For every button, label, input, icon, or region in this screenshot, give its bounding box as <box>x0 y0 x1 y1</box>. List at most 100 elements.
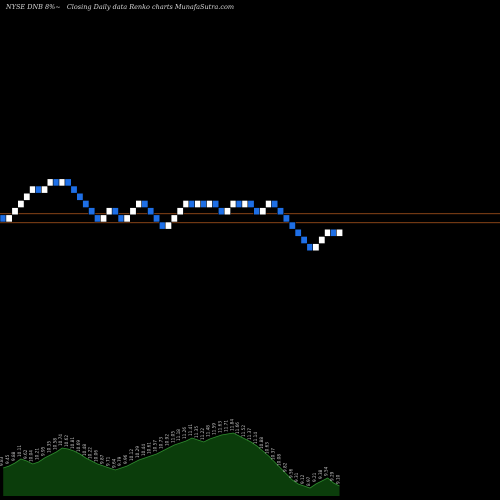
volume-label-57: 9.10 <box>336 474 341 484</box>
renko-brick-45 <box>265 200 273 208</box>
volume-label-9: 10.58 <box>52 438 57 450</box>
renko-brick-51 <box>300 236 308 244</box>
volume-label-3: 10.11 <box>17 445 22 457</box>
renko-brick-42 <box>247 200 255 208</box>
renko-brick-44 <box>259 207 267 216</box>
volume-label-41: 11.52 <box>241 425 246 437</box>
volume-label-15: 10.22 <box>88 447 93 459</box>
volume-label-43: 11.14 <box>253 432 258 444</box>
renko-brick-6 <box>35 185 43 194</box>
renko-brick-55 <box>324 228 332 237</box>
renko-brick-56 <box>330 228 338 237</box>
volume-label-42: 11.37 <box>247 428 252 440</box>
volume-label-5: 10.04 <box>29 450 34 462</box>
renko-brick-10 <box>58 178 66 187</box>
chart-header: NYSE DNB 8%~ Closing Daily data Renko ch… <box>6 3 238 13</box>
volume-label-2: 9.88 <box>11 451 16 461</box>
renko-brick-24 <box>141 200 149 208</box>
renko-brick-38 <box>223 207 231 216</box>
renko-brick-43 <box>253 207 261 216</box>
volume-label-23: 10.29 <box>135 446 140 458</box>
volume-label-0: 9.83 <box>0 456 4 466</box>
volume-label-46: 10.37 <box>271 448 276 460</box>
renko-brick-17 <box>100 214 108 223</box>
renko-brick-30 <box>176 207 184 216</box>
volume-label-44: 10.88 <box>259 437 264 449</box>
volume-label-45: 10.63 <box>265 442 270 454</box>
renko-brick-28 <box>164 221 172 230</box>
volume-label-32: 11.41 <box>188 424 193 436</box>
renko-brick-34 <box>200 200 208 208</box>
renko-brick-3 <box>17 200 25 208</box>
volume-label-48: 9.82 <box>282 462 287 472</box>
volume-label-12: 10.81 <box>70 437 75 449</box>
volume-label-53: 9.21 <box>312 472 317 482</box>
renko-brick-14 <box>82 200 90 208</box>
chart-description: Closing Daily data Renko charts MunafaSu… <box>66 3 235 11</box>
renko-brick-49 <box>288 221 296 230</box>
volume-label-47: 10.08 <box>277 454 282 466</box>
renko-brick-32 <box>188 200 196 208</box>
volume-label-35: 11.48 <box>206 425 211 437</box>
volume-label-10: 10.74 <box>58 434 63 446</box>
volume-label-18: 9.71 <box>105 456 110 466</box>
renko-brick-4 <box>23 192 31 201</box>
volume-label-33: 11.35 <box>194 426 199 438</box>
reference-level-lines <box>0 213 500 224</box>
renko-brick-12 <box>70 185 78 194</box>
renko-brick-31 <box>182 200 190 208</box>
volume-label-7: 9.95 <box>41 446 46 456</box>
volume-panel <box>3 432 340 496</box>
volume-label-51: 9.12 <box>300 474 305 484</box>
volume-label-54: 9.38 <box>318 469 323 479</box>
volume-label-4: 9.62 <box>23 449 28 459</box>
renko-brick-35 <box>206 200 214 208</box>
renko-brick-46 <box>271 200 279 208</box>
volume-label-20: 9.79 <box>117 456 122 466</box>
volume-label-39: 11.84 <box>229 419 234 431</box>
volume-label-50: 9.31 <box>294 472 299 482</box>
renko-brick-11 <box>64 178 72 187</box>
volume-label-36: 11.59 <box>212 423 217 435</box>
renko-brick-2 <box>11 207 19 216</box>
volume-label-55: 9.54 <box>324 466 329 476</box>
renko-brick-23 <box>135 200 143 208</box>
volume-label-52: 8.97 <box>306 476 311 486</box>
volume-label-38: 11.71 <box>223 420 228 432</box>
volume-label-17: 9.87 <box>100 454 105 464</box>
renko-brick-33 <box>194 200 202 208</box>
renko-brick-1 <box>5 214 13 223</box>
volume-label-26: 10.57 <box>153 440 158 452</box>
renko-brick-36 <box>212 200 220 208</box>
renko-brick-22 <box>129 207 137 216</box>
volume-label-19: 9.64 <box>111 458 116 468</box>
volume-label-22: 10.12 <box>129 449 134 461</box>
renko-brick-18 <box>105 207 113 216</box>
renko-brick-57 <box>335 228 343 237</box>
volume-label-27: 10.73 <box>159 437 164 449</box>
renko-brick-41 <box>241 200 249 208</box>
volume-label-31: 11.26 <box>182 427 187 439</box>
volume-label-29: 11.05 <box>170 431 175 443</box>
renko-brick-15 <box>88 207 96 216</box>
volume-label-16: 10.06 <box>94 450 99 462</box>
renko-brick-53 <box>312 243 320 252</box>
renko-brick-9 <box>52 178 60 187</box>
renko-brick-26 <box>153 214 161 223</box>
renko-brick-39 <box>229 200 237 208</box>
volume-label-1: 9.45 <box>5 454 10 464</box>
renko-bricks <box>0 178 343 252</box>
volume-label-30: 11.18 <box>176 429 181 441</box>
volume-label-56: 9.29 <box>330 471 335 481</box>
volume-area <box>3 433 340 496</box>
renko-brick-27 <box>159 221 167 230</box>
volume-label-13: 10.69 <box>76 440 81 452</box>
renko-brick-37 <box>218 207 226 216</box>
volume-label-24: 10.44 <box>141 444 146 456</box>
volume-label-37: 11.63 <box>218 421 223 433</box>
volume-line <box>3 432 340 489</box>
renko-brick-40 <box>235 200 243 208</box>
volume-label-25: 10.61 <box>147 442 152 454</box>
volume-label-21: 9.96 <box>123 454 128 464</box>
